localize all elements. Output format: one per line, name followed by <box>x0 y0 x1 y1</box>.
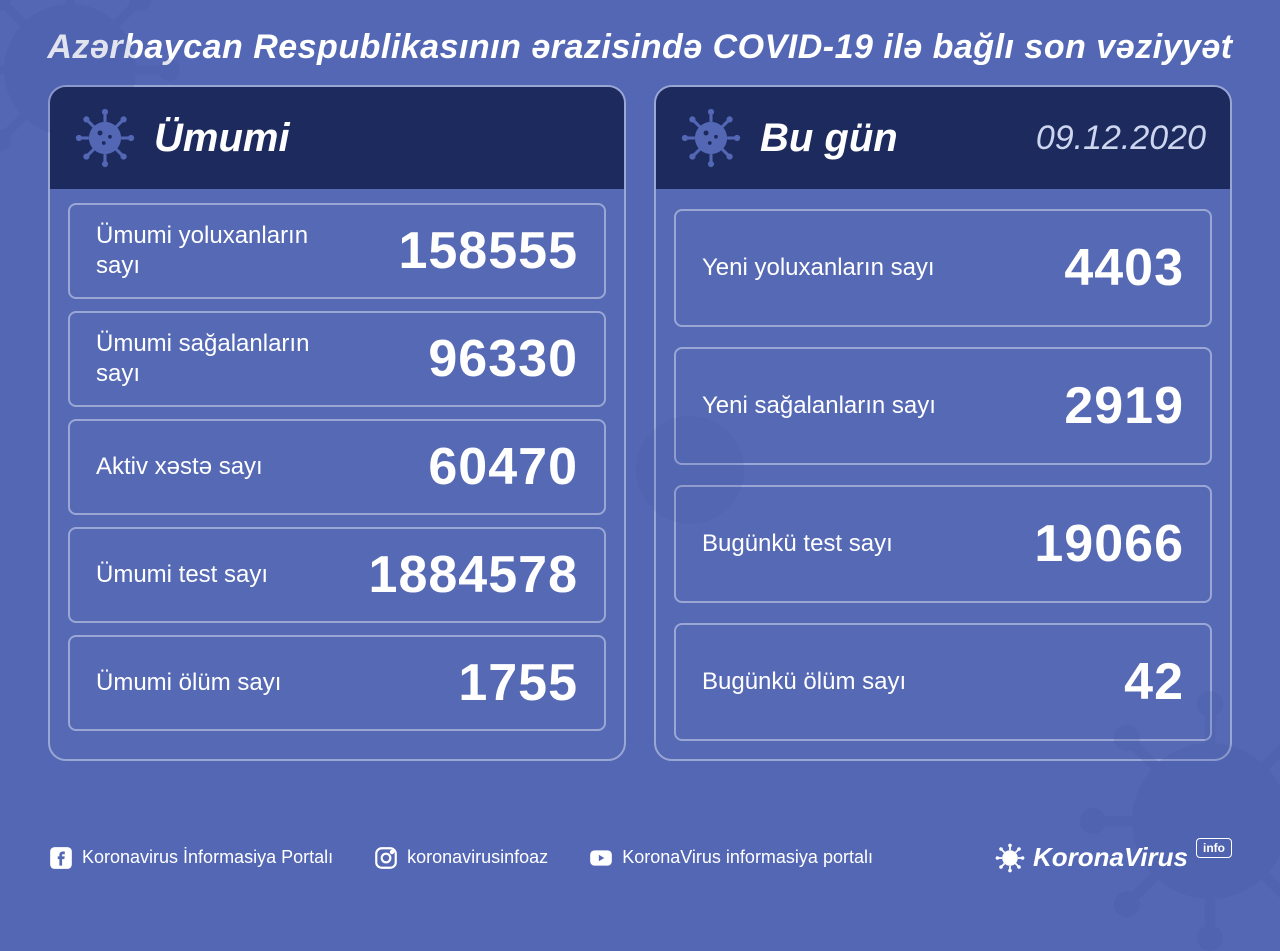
stat-label: Yeni yoluxanların sayı <box>702 253 935 283</box>
stat-label: Ümumi ölüm sayı <box>96 668 281 698</box>
panel-today-rows: Yeni yoluxanların sayı 4403 Yeni sağalan… <box>656 189 1230 759</box>
stat-value: 1755 <box>458 653 578 713</box>
virus-icon <box>680 107 742 169</box>
stat-row: Ümumi test sayı 1884578 <box>68 527 606 623</box>
panel-today-header: Bu gün 09.12.2020 <box>656 87 1230 189</box>
social-youtube-label: KoronaVirus informasiya portalı <box>622 847 873 868</box>
stat-row: Ümumi sağalanların sayı 96330 <box>68 311 606 407</box>
footer: Koronavirus İnformasiya Portalı koronavi… <box>0 842 1280 873</box>
social-instagram-label: koronavirusinfoaz <box>407 847 548 868</box>
stat-value: 158555 <box>398 221 578 281</box>
stat-row: Yeni yoluxanların sayı 4403 <box>674 209 1212 327</box>
stat-value: 60470 <box>428 437 578 497</box>
stat-value: 19066 <box>1034 514 1184 574</box>
stat-value: 2919 <box>1064 376 1184 436</box>
stat-value: 96330 <box>428 329 578 389</box>
panel-total: Ümumi Ümumi yoluxanların sayı 158555 Ümu… <box>48 85 626 761</box>
footer-brand-badge: info <box>1196 838 1232 858</box>
instagram-icon <box>373 845 399 871</box>
social-facebook-label: Koronavirus İnformasiya Portalı <box>82 847 333 868</box>
panel-total-rows: Ümumi yoluxanların sayı 158555 Ümumi sağ… <box>50 189 624 749</box>
social-instagram: koronavirusinfoaz <box>373 845 548 871</box>
footer-brand: KoronaVirus info <box>995 842 1232 873</box>
stat-value: 42 <box>1124 652 1184 712</box>
footer-brand-text: KoronaVirus <box>1033 842 1188 873</box>
virus-icon <box>995 843 1025 873</box>
facebook-icon <box>48 845 74 871</box>
stat-row: Ümumi yoluxanların sayı 158555 <box>68 203 606 299</box>
youtube-icon <box>588 845 614 871</box>
social-youtube: KoronaVirus informasiya portalı <box>588 845 873 871</box>
stat-label: Yeni sağalanların sayı <box>702 391 936 421</box>
stat-label: Ümumi sağalanların sayı <box>96 329 356 389</box>
stat-row: Aktiv xəstə sayı 60470 <box>68 419 606 515</box>
panel-today-date: 09.12.2020 <box>1036 119 1206 158</box>
stat-row: Bugünkü ölüm sayı 42 <box>674 623 1212 741</box>
stat-label: Aktiv xəstə sayı <box>96 452 263 482</box>
page-title: Azərbaycan Respublikasının ərazisində CO… <box>0 0 1280 85</box>
panel-total-header: Ümumi <box>50 87 624 189</box>
panel-today: Bu gün 09.12.2020 Yeni yoluxanların sayı… <box>654 85 1232 761</box>
social-facebook: Koronavirus İnformasiya Portalı <box>48 845 333 871</box>
stat-label: Bugünkü ölüm sayı <box>702 667 906 697</box>
panel-today-title: Bu gün <box>760 116 898 161</box>
stat-label: Bugünkü test sayı <box>702 529 893 559</box>
stat-row: Yeni sağalanların sayı 2919 <box>674 347 1212 465</box>
stat-row: Bugünkü test sayı 19066 <box>674 485 1212 603</box>
stat-value: 1884578 <box>369 545 578 605</box>
stat-row: Ümumi ölüm sayı 1755 <box>68 635 606 731</box>
panel-total-title: Ümumi <box>154 116 290 161</box>
stat-label: Ümumi yoluxanların sayı <box>96 221 356 281</box>
stat-value: 4403 <box>1064 238 1184 298</box>
virus-icon <box>74 107 136 169</box>
stat-label: Ümumi test sayı <box>96 560 268 590</box>
